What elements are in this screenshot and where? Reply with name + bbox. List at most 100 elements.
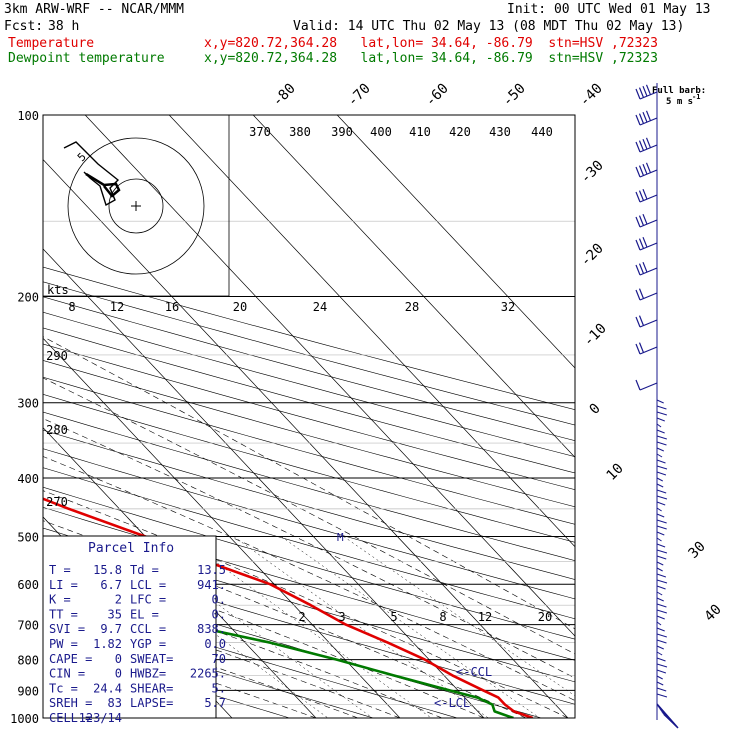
parcel-field-value: 0. <box>212 607 226 621</box>
wind-barb <box>639 194 658 203</box>
wind-barb <box>639 169 658 178</box>
wind-barb <box>656 603 667 608</box>
dry-adiabat-label: 280 <box>46 423 68 437</box>
wind-barb <box>656 627 665 632</box>
wind-barb <box>635 316 641 328</box>
parcel-field-value: 70 <box>212 652 226 666</box>
wind-barb <box>656 447 665 452</box>
wind-barb <box>639 219 658 228</box>
wind-barb <box>638 315 645 326</box>
dry-adiabat-line <box>43 429 575 580</box>
barb-unit-superscript: -1 <box>692 93 700 101</box>
hodograph-trace <box>63 141 120 207</box>
wind-barb <box>639 267 658 276</box>
wind-barb <box>656 621 662 626</box>
dry-adiabat-label: 380 <box>289 125 311 139</box>
wind-barb <box>639 91 658 100</box>
dry-adiabat-line <box>43 448 575 600</box>
parcel-field-value: 0.0 <box>204 637 226 651</box>
mixing-ratio-label: 8 <box>439 610 446 624</box>
parcel-field-value: 0 <box>115 652 122 666</box>
wind-barb <box>638 87 645 98</box>
wind-barb <box>635 114 641 126</box>
init-time: Init: 00 UTC Wed 01 May 13 <box>507 2 711 17</box>
isotherm-label: 0 <box>587 401 604 418</box>
kts-label: kts <box>47 283 69 297</box>
isotherm-label: -60 <box>423 81 452 110</box>
isotherm-line <box>168 115 575 548</box>
dewpoint-profile <box>43 587 514 718</box>
wind-barb <box>638 238 645 249</box>
wind-barb <box>656 507 662 512</box>
isotherm-label: -20 <box>578 241 607 270</box>
isotherm-label: -30 <box>578 158 607 187</box>
wind-barb <box>642 188 648 200</box>
wind-barb <box>656 525 667 530</box>
wind-barb <box>656 537 662 542</box>
wind-barb <box>639 144 658 153</box>
wind-barb <box>656 495 668 500</box>
pressure-tick-label: 500 <box>17 530 39 544</box>
parcel-field-value: 13.5 <box>197 563 226 577</box>
wind-barb <box>635 343 641 355</box>
dry-adiabat-label: 420 <box>449 125 471 139</box>
parcel-info-panel <box>42 535 217 719</box>
wind-barb <box>638 342 645 353</box>
parcel-field-value: 0 <box>115 667 122 681</box>
wind-barb <box>656 675 663 680</box>
wind-barb <box>642 163 648 175</box>
wind-barb <box>635 166 641 178</box>
isotherm-line <box>43 427 317 718</box>
wind-barb <box>639 292 658 301</box>
parcel-info-title: Parcel Info <box>88 541 174 556</box>
wind-barb <box>656 405 667 410</box>
parcel-field-label: CELL = <box>49 711 92 725</box>
isotherm-label: 40 <box>702 602 725 625</box>
mixing-ratio-line <box>126 536 373 718</box>
moist-adiabat-line <box>43 589 401 718</box>
wind-barb <box>638 190 645 201</box>
dry-adiabat-line <box>43 360 575 508</box>
plot-border <box>42 114 576 719</box>
pressure-tick-label: 900 <box>17 684 39 698</box>
dry-adiabat-line <box>43 506 575 661</box>
parcel-field-value: 5.7 <box>204 696 226 710</box>
parcel-field-value: 6.7 <box>100 578 122 592</box>
wind-barb <box>642 111 648 123</box>
wind-barb <box>656 609 667 614</box>
wind-barb <box>656 531 665 536</box>
wind-barb <box>656 597 664 602</box>
isotherm-label: -40 <box>577 81 606 110</box>
valid-time: Valid: 14 UTC Thu 02 May 13 (08 MDT Thu … <box>293 19 685 34</box>
wind-barb <box>642 85 648 97</box>
mixing-ratio-label: 20 <box>538 610 552 624</box>
wind-barb <box>642 261 648 273</box>
forecast-hour: 38 h <box>48 19 80 34</box>
parcel-field-label: CCL = <box>130 622 166 636</box>
parcel-field-label: K = <box>49 593 71 607</box>
wind-barb <box>656 465 668 470</box>
mixing-ratio-label: 12 <box>478 610 492 624</box>
legend-dewpoint-info: x,y=820.72,364.28 lat,lon= 34.64, -86.79… <box>204 51 658 66</box>
wind-barb <box>635 191 641 203</box>
dry-adiabat-label: 290 <box>46 349 68 363</box>
dry-adiabat-line <box>43 327 575 474</box>
wind-barb <box>645 110 652 122</box>
dry-adiabat-label: 410 <box>409 125 431 139</box>
parcel-field-value: 2 <box>115 593 122 607</box>
mixing-ratio-label: 32 <box>501 300 515 314</box>
wind-barb <box>645 137 652 149</box>
isotherm-label: -10 <box>581 321 610 350</box>
wind-barb <box>638 140 645 151</box>
wind-barb <box>635 216 641 228</box>
mixing-ratio-label: 28 <box>405 300 419 314</box>
parcel-field-label: PW = <box>49 637 78 651</box>
ccl-label: <-CCL <box>456 665 492 679</box>
dry-adiabat-label: 270 <box>46 495 68 509</box>
legend-temperature-name: Temperature <box>8 36 95 51</box>
dry-adiabat-line <box>43 617 375 718</box>
moist-adiabat-line <box>43 456 575 701</box>
dry-adiabat-line <box>43 467 575 620</box>
wind-barb <box>635 239 641 251</box>
